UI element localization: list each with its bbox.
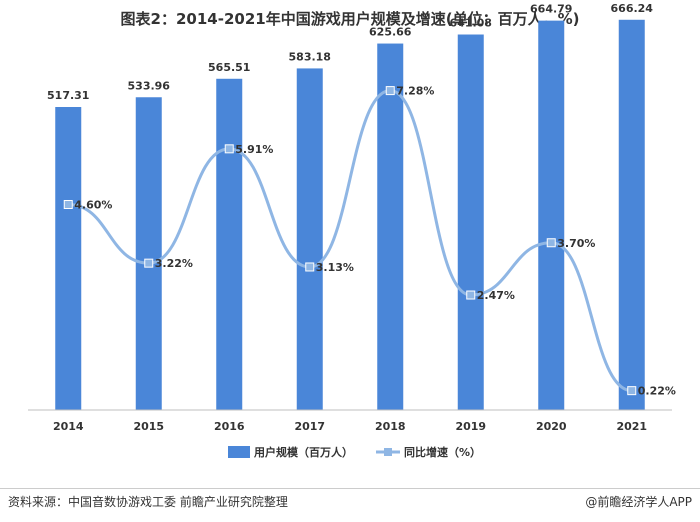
legend-line-marker <box>384 448 392 456</box>
chart-title: 图表2：2014-2021年中国游戏用户规模及增速(单位：百万人，%) <box>120 10 580 28</box>
line-value-label: 5.91% <box>235 143 273 156</box>
bar-value-label: 583.18 <box>289 50 331 63</box>
bar-value-label: 641.08 <box>450 17 492 30</box>
x-tick-label: 2018 <box>375 420 406 433</box>
line-point-2019 <box>466 290 476 300</box>
bar-value-label: 666.24 <box>611 2 654 15</box>
line-layer: 4.60% 3.22% 5.91% 3.13% 7.28% 2.47% 3.70% 0.22% <box>63 85 676 398</box>
line-value-label: 4.60% <box>74 199 112 212</box>
line-value-label: 2.47% <box>477 289 515 302</box>
line-value-label: 3.13% <box>316 261 354 274</box>
brand-credit: @前瞻经济学人APP <box>585 495 692 509</box>
x-tick-label: 2017 <box>294 420 325 433</box>
bar-2014 <box>55 107 82 410</box>
bar-2016 <box>216 78 243 411</box>
line-point-2015 <box>144 258 154 268</box>
bar-value-label: 664.79 <box>530 3 572 16</box>
bar-2020 <box>538 20 565 411</box>
line-point-2017 <box>305 262 315 272</box>
line-point-2018 <box>385 86 395 96</box>
x-tick-label: 2021 <box>616 420 647 433</box>
bar-2017 <box>296 68 323 410</box>
line-value-label: 0.22% <box>638 385 676 398</box>
x-tick-label: 2014 <box>53 420 84 433</box>
line-point-2020 <box>546 238 556 248</box>
line-value-label: 3.70% <box>557 237 595 250</box>
footer-divider <box>0 488 700 489</box>
bars-layer: 517.31 533.96 565.51 583.18 625.66 641.08 664.… <box>47 2 654 411</box>
bar-2019 <box>457 34 484 410</box>
x-tick-label: 2019 <box>455 420 486 433</box>
bar-value-label: 533.96 <box>128 79 171 92</box>
line-point-2014 <box>63 200 73 209</box>
x-tick-label: 2015 <box>133 420 164 433</box>
bar-2015 <box>135 97 162 410</box>
bar-2018 <box>377 43 404 411</box>
legend-line-label: 同比增速（%） <box>404 445 481 459</box>
legend: 用户规模（百万人） 同比增速（%） <box>228 445 481 459</box>
growth-rate-line <box>68 89 632 393</box>
legend-bar-label: 用户规模（百万人） <box>254 445 353 459</box>
x-tick-label: 2016 <box>214 420 245 433</box>
legend-bar-swatch <box>228 446 250 458</box>
line-value-label: 3.22% <box>155 257 193 270</box>
bar-value-label: 517.31 <box>47 89 89 102</box>
bar-value-label: 565.51 <box>208 61 250 74</box>
line-value-label: 7.28% <box>396 85 434 98</box>
source-note: 资料来源：中国音数协游戏工委 前瞻产业研究院整理 <box>8 495 288 509</box>
x-tick-label: 2020 <box>536 420 567 433</box>
bar-2021 <box>618 19 645 411</box>
line-point-2021 <box>627 386 637 396</box>
bar-value-label: 625.66 <box>369 26 412 39</box>
x-axis: 2014 2015 2016 2017 2018 2019 2020 2021 <box>28 409 672 433</box>
line-point-2016 <box>224 144 234 154</box>
